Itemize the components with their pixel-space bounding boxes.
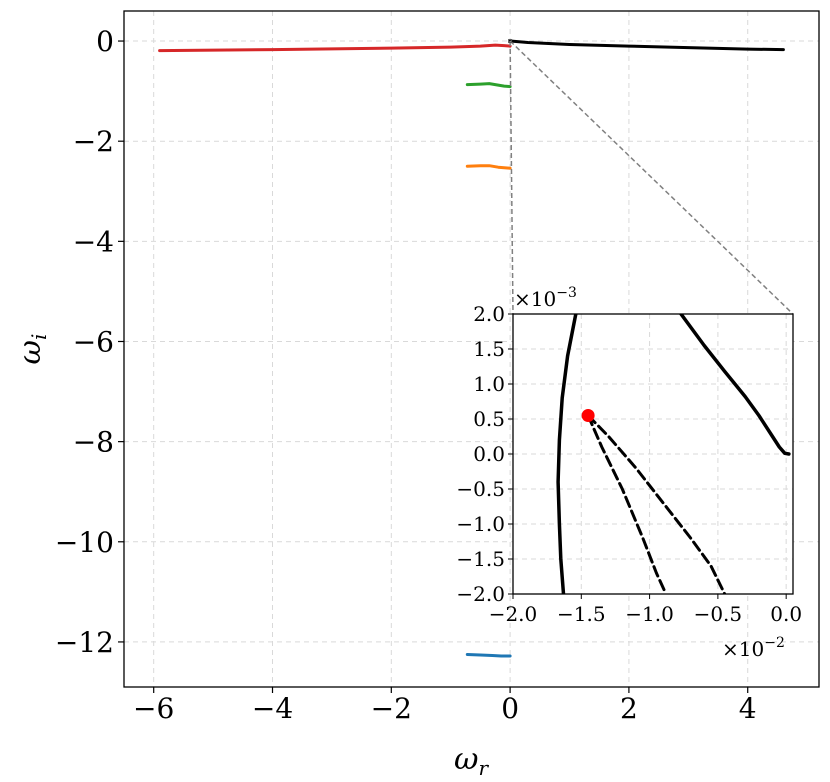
inset-y-multiplier: ×10−3 — [514, 285, 577, 311]
zoom-line-right — [509, 40, 794, 315]
zoom-line-left — [509, 41, 514, 315]
inset-y-tick-label: 2.0 — [473, 302, 505, 326]
x-tick-label: −4 — [252, 692, 293, 725]
inset-series-line-3 — [586, 414, 727, 594]
x-tick-label: 0 — [501, 692, 519, 725]
inset-y-tick-label: 0.0 — [473, 442, 505, 466]
y-tick-label: −8 — [73, 426, 114, 459]
inset-y-tick-label: −2.0 — [456, 582, 505, 606]
x-tick-label: 4 — [739, 692, 757, 725]
inset-series — [556, 314, 791, 594]
y-tick-label: −2 — [73, 125, 114, 158]
y-axis-label: ωi — [13, 334, 51, 365]
y-tick-label: −10 — [55, 526, 114, 559]
zoom-connector-lines — [508, 39, 794, 315]
highlight-point — [581, 409, 595, 422]
inset-y-tick-label: −1.0 — [456, 512, 505, 536]
inset-y-tick-label: −1.5 — [456, 547, 505, 571]
inset-x-tick-label: −1.5 — [557, 602, 606, 626]
x-tick-label: −6 — [133, 692, 174, 725]
series-line-2 — [465, 82, 512, 89]
series-line-3 — [465, 164, 512, 170]
y-tick-label: 0 — [96, 25, 114, 58]
inset-y-tick-label: −0.5 — [456, 477, 505, 501]
inset-x-multiplier: ×10−2 — [722, 635, 785, 661]
inset-y-tick-label: 0.5 — [473, 407, 505, 431]
inset-ticks: −2.0 −1.5 −1.0 −0.5 0.0 2.0 1.5 1.0 0.5 0.0 −0.5 −1… — [456, 302, 802, 626]
y-tick-label: −12 — [55, 626, 114, 659]
inset-series-line-0 — [556, 314, 578, 594]
inset-y-tick-label: 1.5 — [473, 337, 505, 361]
y-tick-label: −4 — [73, 225, 114, 258]
series-line-0 — [158, 43, 512, 53]
inset-plot: −2.0 −1.5 −1.0 −0.5 0.0 2.0 1.5 1.0 0.5 0.0 −0.5 −1… — [456, 285, 802, 661]
inset-y-tick-label: 1.0 — [473, 372, 505, 396]
inset-series-line-1 — [679, 314, 791, 456]
series-line-4 — [465, 653, 512, 658]
x-axis-label: ωr — [454, 742, 489, 780]
inset-x-tick-label: −2.0 — [489, 602, 538, 626]
y-tick-label: −6 — [73, 325, 114, 358]
inset-series-line-2 — [586, 414, 668, 594]
main-plot-frame — [123, 10, 820, 688]
series-line-1 — [508, 39, 785, 52]
x-tick-label: 2 — [620, 692, 638, 725]
inset-x-tick-label: −0.5 — [694, 602, 743, 626]
x-tick-label: −2 — [371, 692, 412, 725]
inset-x-tick-label: −1.0 — [625, 602, 674, 626]
main-ticks: −6 −4 −2 0 2 4 0 −2 −4 −6 −8 −10 −12 — [55, 25, 757, 725]
zoom-region-marker — [508, 39, 513, 44]
inset-x-tick-label: 0.0 — [770, 602, 802, 626]
main-series — [158, 39, 785, 658]
